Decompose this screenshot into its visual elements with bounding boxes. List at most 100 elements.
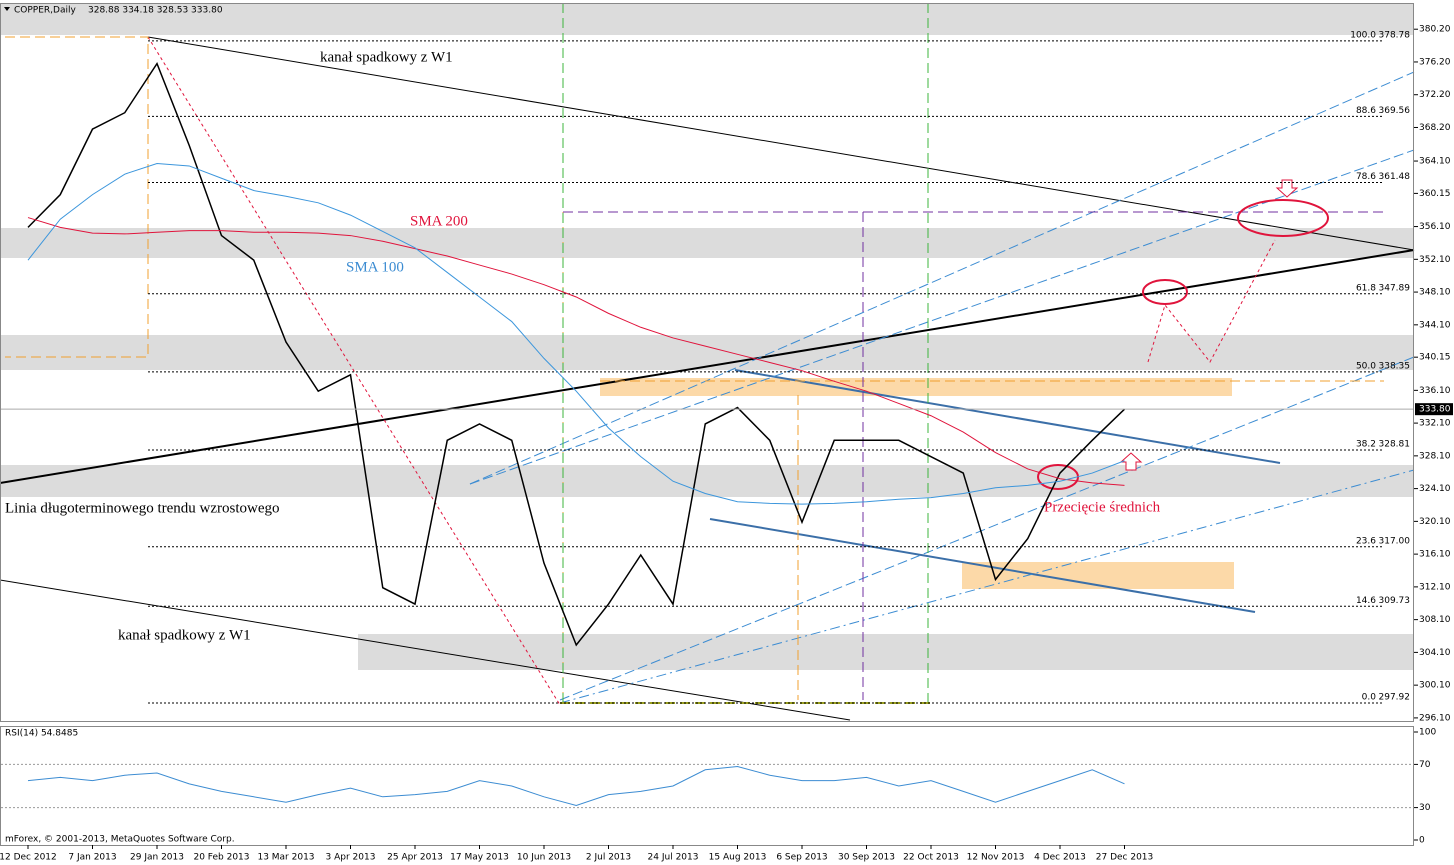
orange-dashed bbox=[5, 36, 149, 358]
x-tick-label: 12 Nov 2013 bbox=[967, 853, 1025, 863]
rsi-line bbox=[27, 766, 1125, 806]
fib-price: 309.73 bbox=[1379, 596, 1411, 606]
y-tick-label: 324.10 bbox=[1419, 484, 1451, 494]
annotation: kanał spadkowy z W1 bbox=[118, 627, 251, 643]
x-tick-label: 20 Feb 2013 bbox=[193, 853, 249, 863]
y-tick-label: 352.10 bbox=[1419, 255, 1451, 265]
annotation: Linia długoterminowego trendu wzrostoweg… bbox=[5, 500, 280, 516]
support-zone bbox=[358, 634, 1414, 670]
fib-price: 347.89 bbox=[1379, 283, 1411, 293]
y-tick-label: 308.10 bbox=[1419, 615, 1451, 625]
rsi-tick-label: 100 bbox=[1419, 728, 1436, 738]
fib-price: 338.35 bbox=[1379, 361, 1411, 371]
y-tick-label: 360.15 bbox=[1419, 189, 1451, 199]
x-tick-label: 22 Oct 2013 bbox=[903, 853, 959, 863]
fib-price: 297.92 bbox=[1379, 693, 1411, 703]
fib-level: 78.6 bbox=[1356, 172, 1376, 182]
resistance-zone bbox=[1, 228, 1414, 258]
orange-zone bbox=[600, 378, 1232, 396]
y-tick-label: 348.10 bbox=[1419, 288, 1451, 298]
y-tick-label: 316.10 bbox=[1419, 550, 1451, 560]
footer: mForex, © 2001-2013, MetaQuotes Software… bbox=[5, 835, 235, 845]
x-tick-label: 10 Jun 2013 bbox=[517, 853, 571, 863]
symbol-title: COPPER,Daily bbox=[14, 6, 76, 16]
fib-price: 317.00 bbox=[1379, 536, 1411, 546]
x-tick-label: 15 Aug 2013 bbox=[709, 853, 767, 863]
blue-channel bbox=[709, 518, 1256, 613]
resistance-zone bbox=[1, 335, 1414, 370]
menu-triangle bbox=[4, 7, 10, 11]
x-tick-label: 30 Sep 2013 bbox=[838, 853, 895, 863]
y-tick-label: 300.10 bbox=[1419, 681, 1451, 691]
rsi-panel-frame bbox=[0, 726, 1414, 846]
channel-line bbox=[147, 36, 1415, 251]
support-zone bbox=[1, 465, 1414, 497]
x-tick-label: 12 Dec 2012 bbox=[0, 853, 57, 863]
x-tick-label: 2 Jul 2013 bbox=[586, 853, 631, 863]
fib-price: 328.81 bbox=[1379, 440, 1411, 450]
fib-level: 50.0 bbox=[1356, 361, 1376, 371]
last-price-tag bbox=[1415, 403, 1453, 416]
trend-line bbox=[0, 249, 1415, 484]
fib-level: 0.0 bbox=[1362, 693, 1377, 703]
annotation: kanał spadkowy z W1 bbox=[320, 49, 453, 65]
rsi-tick-label: 30 bbox=[1419, 803, 1431, 813]
fib-level: 88.6 bbox=[1356, 106, 1376, 116]
fib-price: 361.48 bbox=[1379, 172, 1411, 182]
channel-line bbox=[0, 579, 851, 721]
fib-level: 14.6 bbox=[1356, 596, 1376, 606]
x-tick-label: 7 Jan 2013 bbox=[68, 853, 116, 863]
fib-level: 23.6 bbox=[1356, 536, 1376, 546]
x-tick-label: 27 Dec 2013 bbox=[1096, 853, 1154, 863]
arrow-up bbox=[1119, 452, 1143, 471]
ohlc-header: 328.88 334.18 328.53 333.80 bbox=[88, 6, 223, 16]
series-label: SMA 200 bbox=[410, 213, 468, 229]
price-line bbox=[27, 61, 1126, 647]
y-tick-label: 328.10 bbox=[1419, 451, 1451, 461]
x-tick-label: 3 Apr 2013 bbox=[326, 853, 376, 863]
fib-price: 378.78 bbox=[1379, 30, 1411, 40]
plot bbox=[1, 40, 1414, 806]
x-tick-label: 6 Sep 2013 bbox=[776, 853, 827, 863]
x-tick-label: 4 Dec 2013 bbox=[1034, 853, 1086, 863]
y-tick-label: 296.10 bbox=[1419, 713, 1451, 723]
series-label: SMA 100 bbox=[346, 259, 404, 275]
red-dotted bbox=[147, 36, 561, 706]
y-tick-label: 336.10 bbox=[1419, 386, 1451, 396]
sma-line bbox=[27, 217, 1125, 486]
sma-line bbox=[27, 162, 1125, 505]
rsi-tick-label: 70 bbox=[1419, 760, 1431, 770]
main-panel-frame bbox=[0, 3, 1414, 722]
fib-level: 100.0 bbox=[1350, 30, 1376, 40]
target-ellipse bbox=[1237, 199, 1329, 237]
x-tick-label: 25 Apr 2013 bbox=[387, 853, 443, 863]
y-tick-label: 380.20 bbox=[1419, 25, 1451, 35]
rsi-tick-label: 0 bbox=[1419, 836, 1425, 846]
dashed-line bbox=[469, 71, 1415, 485]
y-tick-label: 304.10 bbox=[1419, 648, 1451, 658]
x-tick-label: 29 Jan 2013 bbox=[130, 853, 184, 863]
y-tick-label: 344.10 bbox=[1419, 320, 1451, 330]
drawings bbox=[0, 3, 1415, 721]
y-tick-label: 320.10 bbox=[1419, 517, 1451, 527]
arrow-down bbox=[1275, 179, 1299, 198]
fib-level: 61.8 bbox=[1356, 283, 1376, 293]
y-tick-label: 376.20 bbox=[1419, 57, 1451, 67]
y-tick-label: 372.20 bbox=[1419, 90, 1451, 100]
dashed-line bbox=[559, 469, 1415, 704]
y-tick-label: 356.10 bbox=[1419, 222, 1451, 232]
y-tick-label: 340.15 bbox=[1419, 353, 1451, 363]
dashed-line bbox=[469, 149, 1415, 485]
rsi-title: RSI(14) 54.8485 bbox=[5, 729, 78, 739]
x-tick-label: 17 May 2013 bbox=[450, 853, 509, 863]
x-tick-label: 13 Mar 2013 bbox=[257, 853, 314, 863]
y-tick-label: 312.10 bbox=[1419, 582, 1451, 592]
y-tick-label: 364.10 bbox=[1419, 157, 1451, 167]
last-price-label: 333.80 bbox=[1419, 405, 1451, 415]
target-ellipse bbox=[1142, 279, 1188, 305]
fib-price: 369.56 bbox=[1379, 106, 1411, 116]
annotation: Przecięcie średnich bbox=[1044, 499, 1161, 515]
